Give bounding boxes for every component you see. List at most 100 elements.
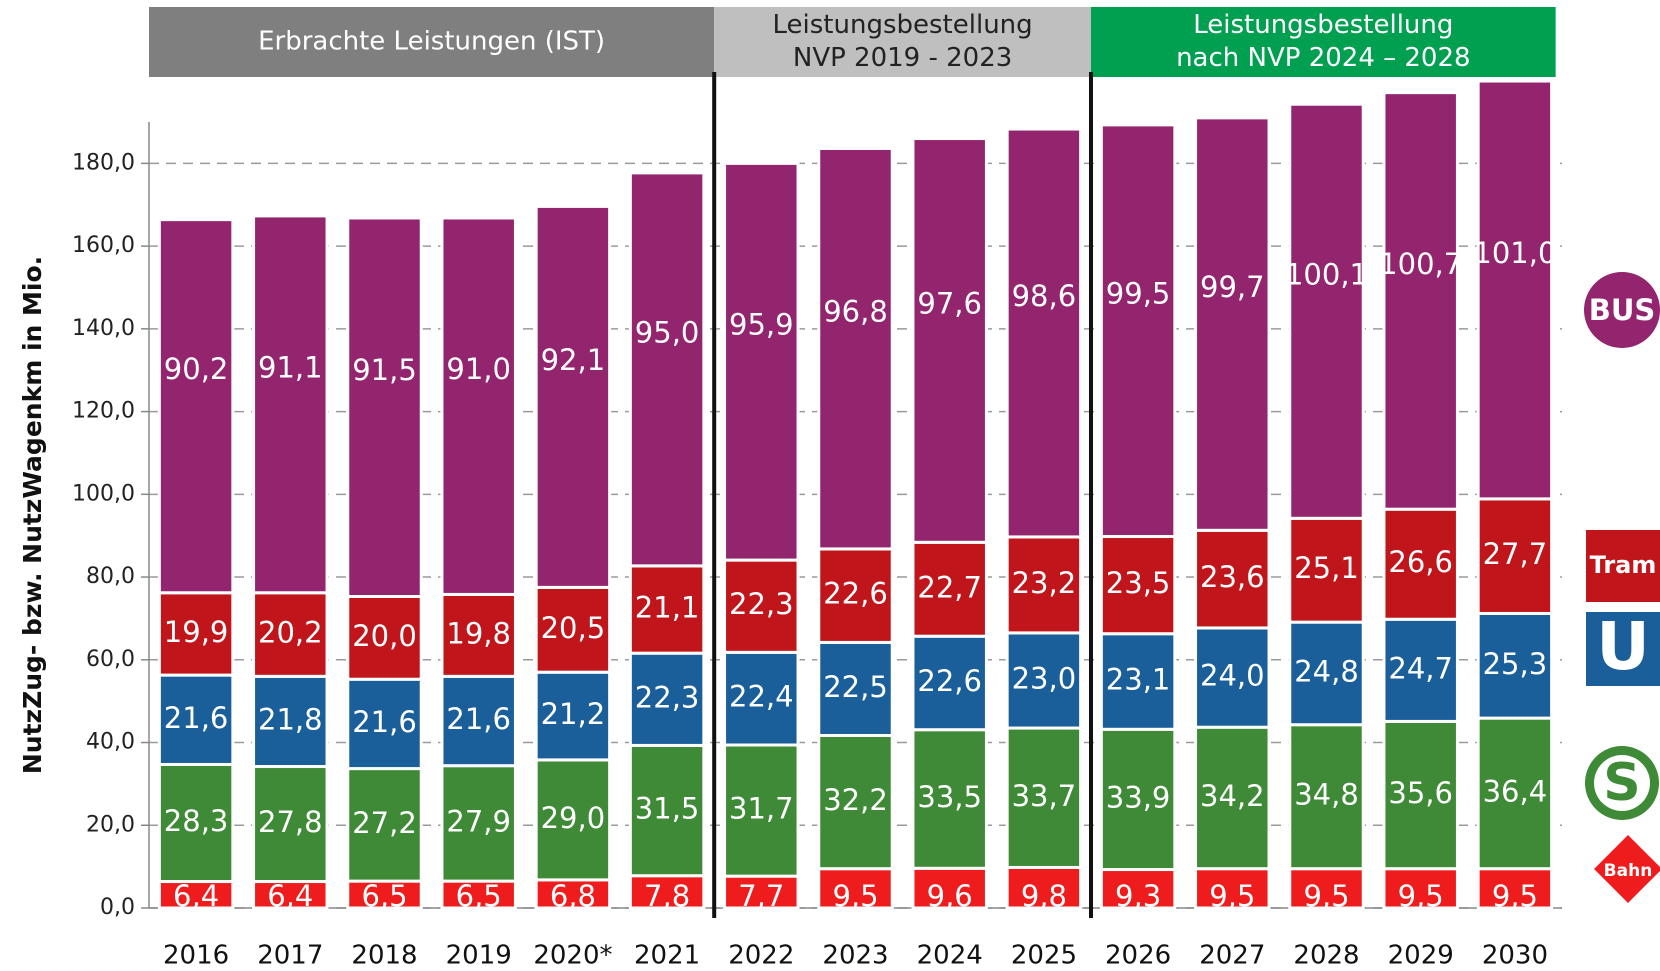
value-label: 6,4 xyxy=(173,879,219,913)
value-label: 25,1 xyxy=(1294,551,1359,585)
legend-item: BUS xyxy=(1584,272,1660,348)
x-tick-label: 2027 xyxy=(1199,941,1265,971)
y-tick-label: 0,0 xyxy=(100,895,135,920)
value-label: 33,7 xyxy=(1012,779,1077,813)
period-label: nach NVP 2024 – 2028 xyxy=(1176,43,1471,73)
x-tick-label: 2018 xyxy=(351,941,417,971)
y-tick-label: 120,0 xyxy=(72,399,135,424)
value-label: 34,8 xyxy=(1294,778,1359,812)
value-label: 97,6 xyxy=(917,286,982,320)
bar-segment xyxy=(1288,620,1365,727)
x-tick-label: 2030 xyxy=(1482,941,1548,971)
bar-segment xyxy=(157,880,235,910)
period-label: Leistungsbestellung xyxy=(773,10,1033,40)
value-label: 25,3 xyxy=(1483,647,1548,681)
value-label: 33,9 xyxy=(1106,780,1171,814)
bar-segment xyxy=(1005,631,1083,730)
bar-segment xyxy=(440,216,517,596)
bar-segment xyxy=(1288,867,1365,910)
bar-segment xyxy=(252,591,329,678)
bar-segment xyxy=(157,591,235,677)
period-label: Erbrachte Leistungen (IST) xyxy=(258,27,605,57)
legend-icon xyxy=(1586,612,1660,686)
value-label: 21,6 xyxy=(164,701,229,735)
x-tick-label: 2019 xyxy=(446,941,512,971)
legend-label: S xyxy=(1603,753,1640,813)
bar-segment xyxy=(1005,865,1083,910)
value-label: 23,1 xyxy=(1106,663,1171,697)
value-label: 23,5 xyxy=(1106,566,1171,600)
bar-segment xyxy=(628,874,706,910)
bar-segment xyxy=(346,767,423,883)
bar-segment xyxy=(1194,116,1271,532)
value-label: 91,1 xyxy=(258,350,323,384)
value-label: 7,7 xyxy=(738,879,784,913)
bar-segment xyxy=(1194,528,1271,630)
value-label: 6,5 xyxy=(361,879,407,913)
x-tick-label: 2021 xyxy=(634,941,700,971)
x-tick-label: 2022 xyxy=(728,941,794,971)
value-label: 22,6 xyxy=(917,664,982,698)
legend-item: Tram xyxy=(1586,530,1660,602)
bar-segment xyxy=(440,764,517,883)
value-label: 23,0 xyxy=(1012,661,1077,695)
bar-segment xyxy=(1288,723,1365,871)
value-label: 92,1 xyxy=(541,343,606,377)
value-label: 20,5 xyxy=(541,611,606,645)
bar-segment xyxy=(817,733,894,871)
value-label: 36,4 xyxy=(1483,774,1548,808)
value-label: 21,6 xyxy=(352,705,417,739)
value-label: 95,9 xyxy=(729,308,794,342)
value-label: 22,7 xyxy=(917,570,982,604)
value-label: 24,7 xyxy=(1388,651,1453,685)
y-tick-label: 60,0 xyxy=(86,647,135,672)
bar-segment xyxy=(911,634,988,732)
y-tick-label: 140,0 xyxy=(72,316,135,341)
y-tick-label: 100,0 xyxy=(72,481,135,506)
bar-segment xyxy=(723,743,800,878)
value-label: 98,6 xyxy=(1012,279,1077,313)
value-label: 19,8 xyxy=(446,616,511,650)
value-label: 24,8 xyxy=(1294,654,1359,688)
x-tick-label: 2028 xyxy=(1293,941,1359,971)
bar-segment xyxy=(1194,626,1271,729)
y-tick-label: 180,0 xyxy=(72,150,135,175)
legend-icon xyxy=(1594,835,1660,903)
value-label: 29,0 xyxy=(541,801,606,835)
bar-segment xyxy=(534,204,612,589)
bar-segment xyxy=(723,650,800,747)
bar-segment xyxy=(723,161,800,562)
value-label: 22,5 xyxy=(823,670,888,704)
value-label: 9,5 xyxy=(1398,879,1444,913)
value-label: 24,0 xyxy=(1200,659,1265,693)
bar-segment xyxy=(817,547,894,644)
x-tick-label: 2023 xyxy=(822,941,888,971)
value-label: 9,8 xyxy=(1021,879,1067,913)
bar-segment xyxy=(1099,123,1177,539)
value-label: 27,9 xyxy=(446,804,511,838)
period-label: Leistungsbestellung xyxy=(1193,10,1453,40)
bar-segment xyxy=(157,218,235,595)
legend-item: U xyxy=(1586,608,1660,686)
value-label: 22,3 xyxy=(635,680,700,714)
value-label: 28,3 xyxy=(164,804,229,838)
bar-segment xyxy=(252,880,329,910)
bar-segment xyxy=(1476,79,1554,501)
value-label: 31,5 xyxy=(635,792,700,826)
x-tick-label: 2016 xyxy=(163,941,229,971)
value-label: 32,2 xyxy=(823,783,888,817)
bar-segment xyxy=(1194,725,1271,871)
period-label: NVP 2019 - 2023 xyxy=(793,43,1012,73)
value-label: 21,6 xyxy=(446,702,511,736)
x-tick-label: 2017 xyxy=(257,941,323,971)
bar-segment xyxy=(817,146,894,551)
bar-segment xyxy=(252,674,329,769)
value-label: 6,8 xyxy=(550,879,596,913)
bar-segment xyxy=(911,728,988,870)
bar-segment xyxy=(252,214,329,595)
bar-segment xyxy=(346,677,423,771)
bar-segment xyxy=(1005,127,1083,539)
value-label: 99,7 xyxy=(1200,270,1265,304)
value-label: 99,5 xyxy=(1106,277,1171,311)
